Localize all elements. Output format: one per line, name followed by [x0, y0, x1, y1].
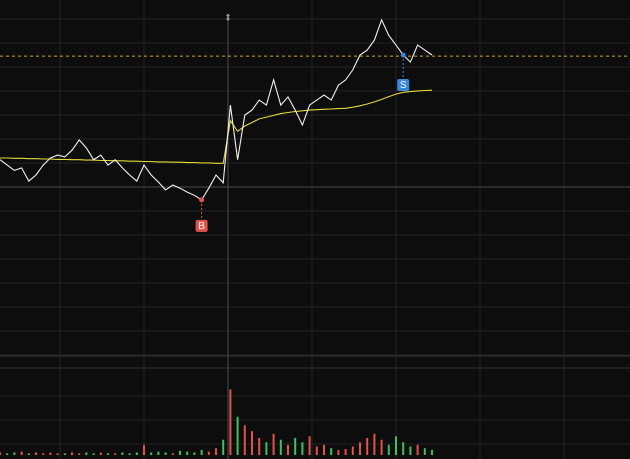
volume-bar: [135, 452, 138, 455]
marker-point: [199, 197, 205, 203]
volume-bar: [272, 433, 275, 455]
volume-bar: [164, 452, 167, 455]
volume-bar: [78, 453, 81, 455]
volume-bar: [258, 438, 261, 455]
volume-bar: [366, 438, 369, 455]
volume-bar: [179, 450, 181, 455]
volume-bar: [315, 446, 318, 455]
volume-bar: [193, 452, 196, 455]
volume-bar: [215, 448, 217, 455]
volume-bar: [157, 451, 160, 455]
volume-bar: [35, 452, 37, 455]
volume-bar: [409, 446, 412, 455]
volume-bar: [265, 442, 268, 455]
volume-bar: [6, 453, 9, 455]
volume-bar: [200, 449, 203, 455]
volume-bar: [222, 439, 225, 455]
volume-bar: [150, 452, 153, 455]
series-line: [0, 89, 433, 164]
drag-handle: ⇕: [224, 12, 232, 22]
volume-bar: [251, 431, 253, 455]
volume-bar: [279, 439, 282, 455]
marker-badge: [397, 79, 410, 92]
volume-bar: [49, 452, 52, 455]
volume-bar: [63, 453, 66, 455]
volume-bar: [402, 442, 405, 455]
volume-bar: [351, 446, 354, 455]
volume-bar: [42, 453, 45, 455]
volume-bar: [121, 452, 124, 455]
volume-bar: [395, 436, 397, 455]
volume-bar: [287, 444, 289, 455]
volume-bar: [359, 442, 361, 455]
volume-bar: [387, 444, 390, 455]
volume-bar: [294, 438, 297, 455]
volume-bar: [337, 449, 340, 455]
volume-bar: [236, 416, 239, 455]
volume-bar: [416, 444, 419, 455]
volume-bar: [99, 452, 102, 455]
volume-bar: [301, 442, 304, 455]
volume-bar: [20, 451, 23, 455]
volume-bar: [128, 453, 131, 455]
volume-bar: [308, 436, 311, 455]
volume-bar: [71, 452, 73, 455]
volume-bar: [114, 453, 117, 455]
volume-bar: [171, 453, 174, 455]
volume-bar: [380, 439, 383, 455]
volume-bar: [229, 389, 232, 455]
volume-bar: [92, 453, 95, 455]
volume-bar: [330, 448, 333, 455]
volume-bar: [423, 448, 426, 455]
marker-point: [400, 52, 406, 58]
volume-bar: [243, 425, 246, 455]
volume-bar: [344, 449, 347, 455]
volume-bar: [85, 452, 88, 455]
volume-bar: [107, 453, 109, 455]
volume-bar: [56, 453, 59, 455]
volume-bar: [431, 449, 433, 455]
volume-bar: [186, 451, 189, 455]
volume-bar: [373, 433, 376, 455]
volume-bar: [323, 444, 325, 455]
marker-badge: [195, 219, 208, 232]
volume-bar: [207, 451, 210, 455]
volume-bar: [13, 452, 16, 455]
volume-bar: [0, 452, 1, 455]
volume-bar: [27, 453, 30, 455]
marker-label: S: [400, 80, 407, 91]
marker-label: B: [198, 221, 205, 232]
series-line: [0, 18, 433, 201]
volume-bar: [143, 444, 145, 455]
